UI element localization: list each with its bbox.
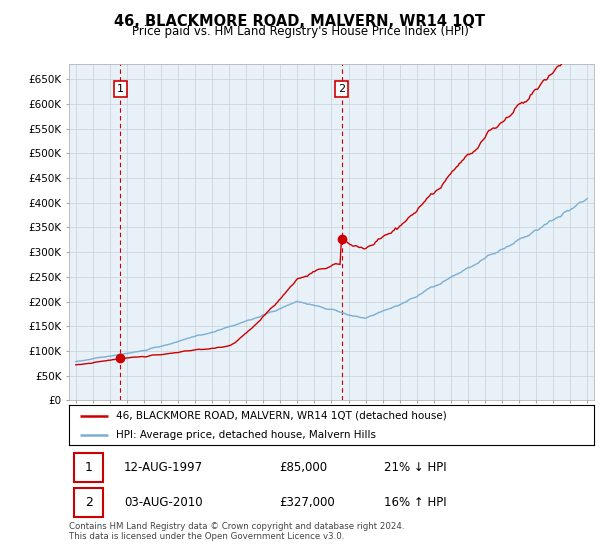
Text: 12-AUG-1997: 12-AUG-1997 xyxy=(124,461,203,474)
FancyBboxPatch shape xyxy=(74,453,103,482)
Text: 2: 2 xyxy=(338,84,345,94)
Text: 03-AUG-2010: 03-AUG-2010 xyxy=(124,496,203,509)
Text: £85,000: £85,000 xyxy=(279,461,327,474)
Text: 2: 2 xyxy=(85,496,92,509)
Text: 1: 1 xyxy=(117,84,124,94)
Text: 46, BLACKMORE ROAD, MALVERN, WR14 1QT (detached house): 46, BLACKMORE ROAD, MALVERN, WR14 1QT (d… xyxy=(116,411,447,421)
Text: 16% ↑ HPI: 16% ↑ HPI xyxy=(384,496,446,509)
FancyBboxPatch shape xyxy=(74,488,103,517)
Text: Contains HM Land Registry data © Crown copyright and database right 2024.
This d: Contains HM Land Registry data © Crown c… xyxy=(69,522,404,542)
Text: 21% ↓ HPI: 21% ↓ HPI xyxy=(384,461,446,474)
Text: £327,000: £327,000 xyxy=(279,496,335,509)
Text: 46, BLACKMORE ROAD, MALVERN, WR14 1QT: 46, BLACKMORE ROAD, MALVERN, WR14 1QT xyxy=(115,14,485,29)
Text: Price paid vs. HM Land Registry's House Price Index (HPI): Price paid vs. HM Land Registry's House … xyxy=(131,25,469,38)
Text: HPI: Average price, detached house, Malvern Hills: HPI: Average price, detached house, Malv… xyxy=(116,430,376,440)
Text: 1: 1 xyxy=(85,461,92,474)
